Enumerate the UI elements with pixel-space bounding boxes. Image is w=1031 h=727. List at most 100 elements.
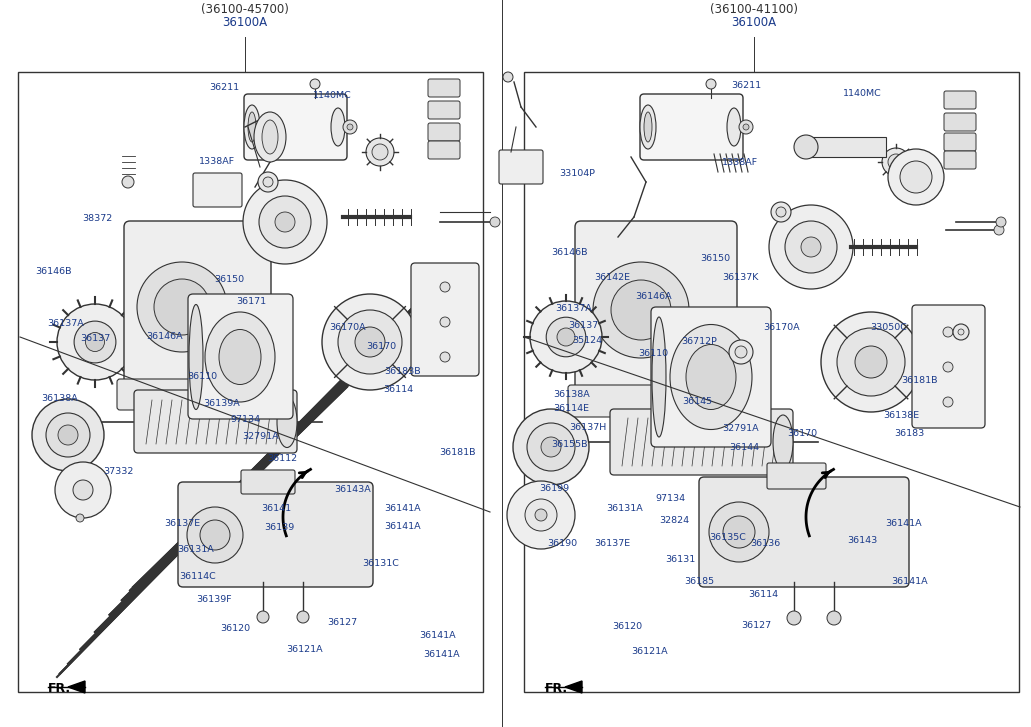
Text: 32791A: 32791A <box>722 425 759 433</box>
FancyBboxPatch shape <box>428 101 460 119</box>
Circle shape <box>343 120 357 134</box>
Text: 36170: 36170 <box>787 429 818 438</box>
Text: 36141: 36141 <box>261 505 292 513</box>
Text: 36100A: 36100A <box>223 17 268 30</box>
Circle shape <box>74 321 115 363</box>
FancyBboxPatch shape <box>411 263 479 376</box>
Text: 35124: 35124 <box>572 336 603 345</box>
Circle shape <box>46 413 90 457</box>
Circle shape <box>440 352 450 362</box>
Circle shape <box>76 514 84 522</box>
Circle shape <box>503 72 513 82</box>
FancyBboxPatch shape <box>193 173 242 207</box>
Circle shape <box>743 124 749 130</box>
Ellipse shape <box>644 112 652 142</box>
Circle shape <box>557 328 575 346</box>
FancyBboxPatch shape <box>241 470 295 494</box>
FancyBboxPatch shape <box>767 463 826 489</box>
Circle shape <box>347 124 353 130</box>
Circle shape <box>739 120 753 134</box>
Text: 36143: 36143 <box>846 537 877 545</box>
Text: 36143A: 36143A <box>334 485 371 494</box>
Bar <box>524 72 1019 692</box>
Circle shape <box>787 611 801 625</box>
Ellipse shape <box>262 120 278 154</box>
Circle shape <box>259 196 311 248</box>
Text: 36146A: 36146A <box>635 292 672 301</box>
Text: 36171: 36171 <box>236 297 267 306</box>
Text: 36131A: 36131A <box>606 505 643 513</box>
FancyBboxPatch shape <box>124 221 271 393</box>
Text: 36150: 36150 <box>700 254 731 263</box>
Text: 36137E: 36137E <box>164 519 201 528</box>
Circle shape <box>541 437 561 457</box>
FancyBboxPatch shape <box>699 477 909 587</box>
Text: 36114: 36114 <box>747 590 778 599</box>
Circle shape <box>263 177 273 187</box>
Ellipse shape <box>205 312 275 402</box>
Circle shape <box>706 79 716 89</box>
Text: 36142E: 36142E <box>595 273 630 282</box>
FancyBboxPatch shape <box>428 79 460 97</box>
Circle shape <box>611 280 671 340</box>
Text: 38372: 38372 <box>81 214 112 222</box>
Bar <box>18 72 483 692</box>
Circle shape <box>709 502 769 562</box>
Text: 36120: 36120 <box>611 622 642 631</box>
Circle shape <box>882 148 910 176</box>
FancyBboxPatch shape <box>188 294 293 419</box>
Ellipse shape <box>670 324 752 430</box>
Circle shape <box>86 332 104 351</box>
FancyBboxPatch shape <box>134 390 297 453</box>
FancyBboxPatch shape <box>117 379 278 410</box>
Text: 36114C: 36114C <box>179 572 217 581</box>
Circle shape <box>527 423 575 471</box>
Circle shape <box>58 425 78 445</box>
Circle shape <box>322 294 418 390</box>
Text: 36137H: 36137H <box>569 423 606 432</box>
Circle shape <box>372 144 388 160</box>
Circle shape <box>366 138 394 166</box>
Circle shape <box>769 205 853 289</box>
Ellipse shape <box>686 345 736 409</box>
FancyBboxPatch shape <box>651 307 771 447</box>
Ellipse shape <box>727 108 741 146</box>
Ellipse shape <box>189 305 203 409</box>
FancyBboxPatch shape <box>428 141 460 159</box>
Circle shape <box>355 327 385 357</box>
Circle shape <box>855 346 887 378</box>
Circle shape <box>32 399 104 471</box>
Ellipse shape <box>331 108 345 146</box>
Circle shape <box>243 180 327 264</box>
FancyBboxPatch shape <box>944 151 976 169</box>
Circle shape <box>723 516 755 548</box>
Circle shape <box>275 212 295 232</box>
Circle shape <box>440 317 450 327</box>
Circle shape <box>122 176 134 188</box>
FancyBboxPatch shape <box>944 91 976 109</box>
Circle shape <box>821 312 921 412</box>
Text: 36141A: 36141A <box>885 519 922 528</box>
Text: 36139A: 36139A <box>203 399 240 408</box>
Circle shape <box>137 262 227 352</box>
Text: 36170: 36170 <box>366 342 397 351</box>
Circle shape <box>507 481 575 549</box>
Text: 36211: 36211 <box>209 83 240 92</box>
Text: 32824: 32824 <box>659 516 690 525</box>
Circle shape <box>546 317 586 357</box>
Text: 36211: 36211 <box>731 81 762 90</box>
Circle shape <box>776 207 786 217</box>
Circle shape <box>310 79 320 89</box>
Text: 36138E: 36138E <box>883 411 920 420</box>
Text: 36137E: 36137E <box>594 539 631 548</box>
Text: 36199: 36199 <box>539 484 570 493</box>
Circle shape <box>943 327 953 337</box>
Text: 1338AF: 1338AF <box>722 158 759 167</box>
Text: 36110: 36110 <box>187 372 218 381</box>
Text: FR.: FR. <box>545 681 568 694</box>
Circle shape <box>55 462 111 518</box>
Circle shape <box>827 611 841 625</box>
FancyBboxPatch shape <box>912 305 985 428</box>
Circle shape <box>735 346 747 358</box>
Text: 36181B: 36181B <box>439 448 476 457</box>
